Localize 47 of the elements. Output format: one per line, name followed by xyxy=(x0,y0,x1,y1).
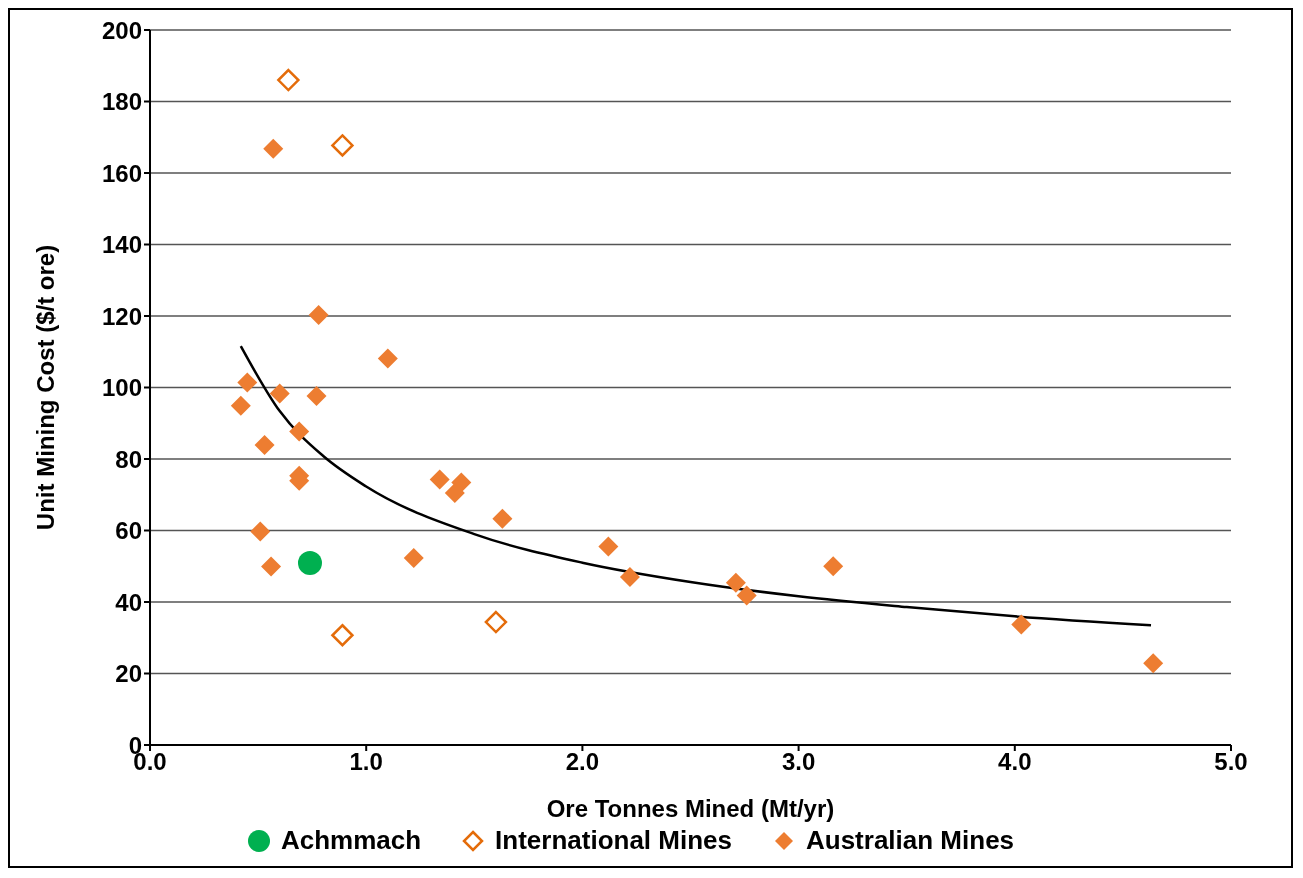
point xyxy=(250,521,271,542)
point xyxy=(444,482,465,503)
point xyxy=(331,624,354,647)
legend-label: Achmmach xyxy=(280,825,422,856)
y-tick-label: 160 xyxy=(101,159,142,187)
point xyxy=(261,556,282,577)
x-tick-label: 3.0 xyxy=(781,748,816,776)
point xyxy=(269,383,290,404)
y-tick-label: 60 xyxy=(115,517,142,545)
x-tick-label: 1.0 xyxy=(349,748,383,776)
y-tick-label: 140 xyxy=(101,231,142,259)
point xyxy=(377,348,398,369)
point xyxy=(403,548,424,569)
y-tick-label: 20 xyxy=(115,660,142,688)
y-tick-label: 80 xyxy=(115,445,142,473)
y-tick-label: 180 xyxy=(101,88,142,116)
point xyxy=(306,386,327,407)
point xyxy=(237,372,258,393)
point xyxy=(263,138,284,159)
point xyxy=(289,421,310,442)
point xyxy=(297,551,322,576)
point xyxy=(331,134,354,157)
x-axis-title: Ore Tonnes Mined (Mt/yr) xyxy=(546,795,835,822)
point xyxy=(619,566,640,587)
point xyxy=(725,572,746,593)
point xyxy=(598,536,619,557)
point xyxy=(1011,614,1032,635)
point xyxy=(736,585,757,606)
point xyxy=(429,469,450,490)
x-tick-label: 4.0 xyxy=(998,748,1032,776)
point xyxy=(308,304,329,325)
x-tick-label: 5.0 xyxy=(1214,748,1248,776)
y-tick-label: 40 xyxy=(115,588,142,616)
y-tick-label: 100 xyxy=(101,374,142,402)
y-axis-title: Unit Mining Cost ($/t ore) xyxy=(31,244,59,531)
point xyxy=(484,610,508,634)
legend-label: Australian Mines xyxy=(806,825,1015,856)
point xyxy=(254,435,275,456)
point xyxy=(230,395,251,416)
point xyxy=(492,508,513,529)
x-tick-label: 2.0 xyxy=(565,748,600,776)
point xyxy=(823,556,844,577)
point xyxy=(1143,653,1164,674)
point xyxy=(277,68,300,92)
y-tick-label: 120 xyxy=(101,302,142,330)
legend-label: International Mines xyxy=(495,825,732,856)
y-tick-label: 200 xyxy=(101,16,142,44)
